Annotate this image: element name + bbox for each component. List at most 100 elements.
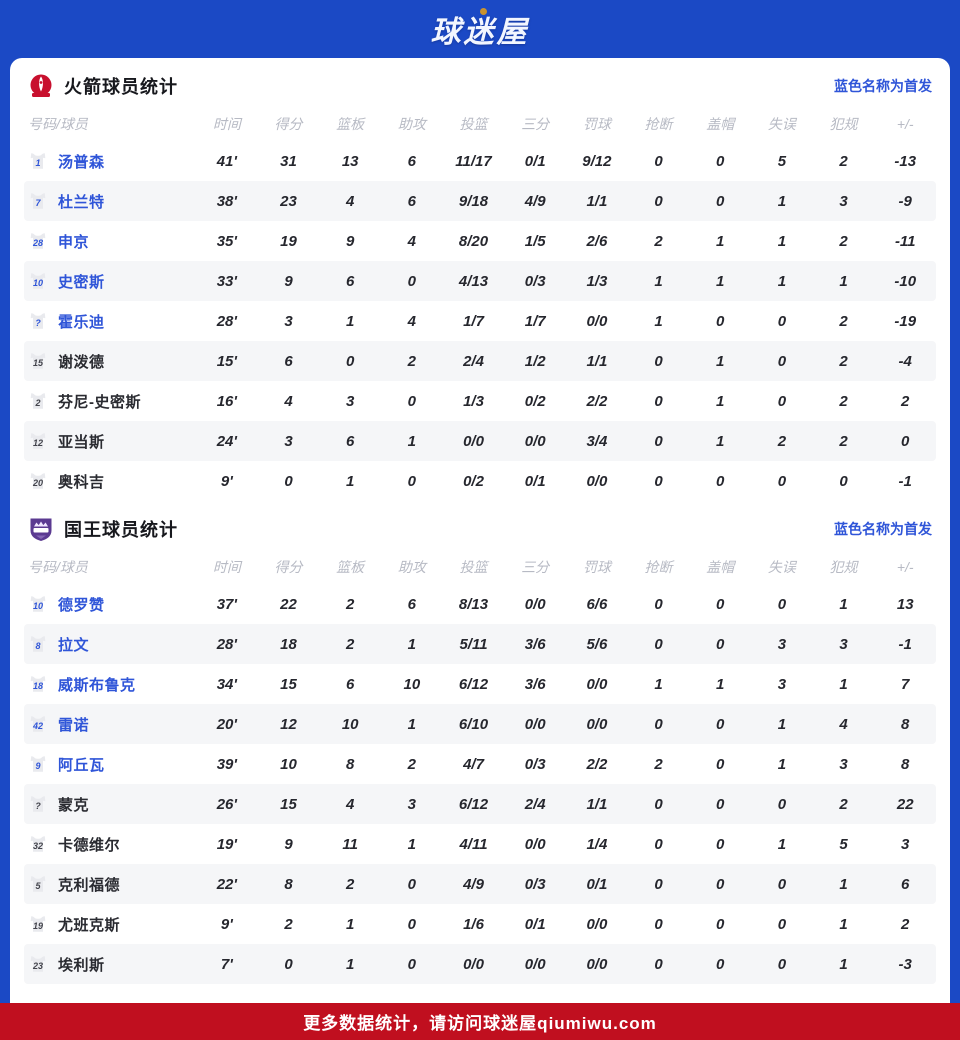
stat-value: 2 (407, 352, 417, 370)
stat-value: 13 (341, 152, 359, 170)
stat-value: 39' (216, 755, 237, 773)
stat-value: 2 (346, 875, 355, 893)
stat-value: 6 (407, 595, 417, 613)
stat-value: 3 (777, 675, 787, 693)
player-cell[interactable]: 23 埃利斯 (24, 954, 196, 975)
team-section: 火箭球员统计 蓝色名称为首发 号码/球员 时间 得分 篮板 助攻 投篮 三分 罚球 抢断 盖帽 失误… (24, 58, 936, 501)
stat-value: 3/4 (586, 432, 608, 450)
stat-value: 4 (346, 192, 355, 210)
player-cell[interactable]: 10 德罗赞 (24, 594, 196, 615)
stat-value: 0 (407, 875, 417, 893)
stat-value: 6 (284, 352, 293, 370)
stat-value: 2/4 (463, 352, 484, 370)
stat-value: 0 (654, 795, 663, 813)
column-header: 罚球 (582, 559, 611, 575)
jersey-icon: 1 (28, 151, 48, 171)
stat-value: 1 (346, 472, 355, 490)
stat-value: 6 (901, 875, 910, 893)
table-row: ? 蒙克 26' 15 4 3 6/12 2/4 1/1 0 0 0 2 22 (24, 784, 936, 824)
player-name: 阿丘瓦 (58, 756, 105, 774)
stat-value: 26' (216, 795, 237, 813)
jersey-number: 10 (32, 277, 43, 288)
stat-value: 3 (346, 392, 355, 410)
stat-value: 31 (280, 152, 297, 170)
stat-value: -10 (894, 272, 917, 290)
stat-value: 1 (716, 352, 725, 370)
table-row: 19 尤班克斯 9' 2 1 0 1/6 0/1 0/0 0 0 0 1 2 (24, 904, 936, 944)
player-cell[interactable]: 2 芬尼-史密斯 (24, 391, 196, 412)
player-cell[interactable]: 8 拉文 (24, 634, 196, 655)
player-cell[interactable]: 42 雷诺 (24, 714, 196, 735)
jersey-number: 28 (32, 237, 43, 248)
stat-value: 2/2 (586, 392, 608, 410)
stat-value: -11 (894, 232, 916, 250)
stat-value: 22 (896, 795, 914, 813)
stat-value: -3 (898, 955, 912, 973)
player-cell[interactable]: 19 尤班克斯 (24, 914, 196, 935)
stat-value: 1 (716, 675, 725, 693)
stat-value: 2/6 (586, 232, 608, 250)
table-row: 18 威斯布鲁克 34' 15 6 10 6/12 3/6 0/0 1 1 3 1 7 (24, 664, 936, 704)
stat-value: -9 (898, 192, 912, 210)
player-name: 蒙克 (58, 796, 90, 814)
stat-value: 4/13 (458, 272, 489, 290)
column-header: 时间 (212, 116, 241, 132)
player-cell[interactable]: 5 克利福德 (24, 874, 196, 895)
stat-value: 1 (839, 272, 848, 290)
stat-value: 0 (716, 472, 725, 490)
stat-value: 4/11 (459, 835, 488, 853)
player-cell[interactable]: 10 史密斯 (24, 271, 196, 292)
jersey-number: 32 (32, 840, 43, 851)
stat-value: 34' (216, 675, 237, 693)
stat-value: 0/1 (586, 875, 608, 893)
player-cell[interactable]: 9 阿丘瓦 (24, 754, 196, 775)
player-cell[interactable]: 15 谢泼德 (24, 351, 196, 372)
stat-value: 9 (284, 272, 293, 290)
stat-value: 1 (407, 635, 417, 653)
stat-value: 22' (216, 875, 237, 893)
stat-value: 4/9 (524, 192, 546, 210)
stat-value: 1 (346, 915, 355, 933)
stat-value: 1 (346, 955, 355, 973)
player-cell[interactable]: ? 霍乐迪 (24, 311, 196, 332)
table-row: 42 雷诺 20' 12 10 1 6/10 0/0 0/0 0 0 1 4 8 (24, 704, 936, 744)
stat-value: 5 (777, 152, 787, 170)
stat-value: 0/0 (524, 595, 546, 613)
player-name: 杜兰特 (58, 193, 105, 211)
stat-value: 4 (346, 795, 355, 813)
stat-value: 2 (654, 755, 663, 773)
jersey-icon: 42 (28, 714, 48, 734)
jersey-icon: 32 (28, 834, 48, 854)
stat-value: 2 (839, 232, 848, 250)
player-cell[interactable]: 7 杜兰特 (24, 191, 196, 212)
stat-value: 18 (280, 635, 297, 653)
stat-value: 24' (216, 432, 237, 450)
player-cell[interactable]: 28 申京 (24, 231, 196, 252)
stat-value: 1/3 (586, 272, 608, 290)
stat-value: 15 (280, 795, 297, 813)
jersey-number: 20 (32, 477, 43, 488)
stat-value: 20' (216, 715, 237, 733)
jersey-icon: 20 (28, 471, 48, 491)
player-cell[interactable]: ? 蒙克 (24, 794, 196, 815)
stat-value: 1/1 (586, 192, 608, 210)
stat-value: 23 (280, 192, 297, 210)
player-cell[interactable]: 12 亚当斯 (24, 431, 196, 452)
stat-value: 2 (839, 392, 848, 410)
stat-value: 16' (216, 392, 237, 410)
player-name: 卡德维尔 (58, 836, 121, 854)
stat-value: 0 (654, 472, 663, 490)
stat-value: 19 (280, 232, 297, 250)
stat-value: 0 (777, 352, 787, 370)
stat-value: 37' (216, 595, 237, 613)
player-cell[interactable]: 18 威斯布鲁克 (24, 674, 196, 695)
stat-value: 0 (654, 715, 663, 733)
stat-value: 6 (407, 192, 417, 210)
stat-value: 9' (220, 472, 233, 490)
stats-card: 火箭球员统计 蓝色名称为首发 号码/球员 时间 得分 篮板 助攻 投篮 三分 罚球 抢断 盖帽 失误… (10, 58, 950, 1003)
jersey-icon: 18 (28, 674, 48, 694)
player-cell[interactable]: 1 汤普森 (24, 151, 196, 172)
player-name: 拉文 (58, 636, 90, 654)
player-cell[interactable]: 20 奥科吉 (24, 471, 196, 492)
player-cell[interactable]: 32 卡德维尔 (24, 834, 196, 855)
